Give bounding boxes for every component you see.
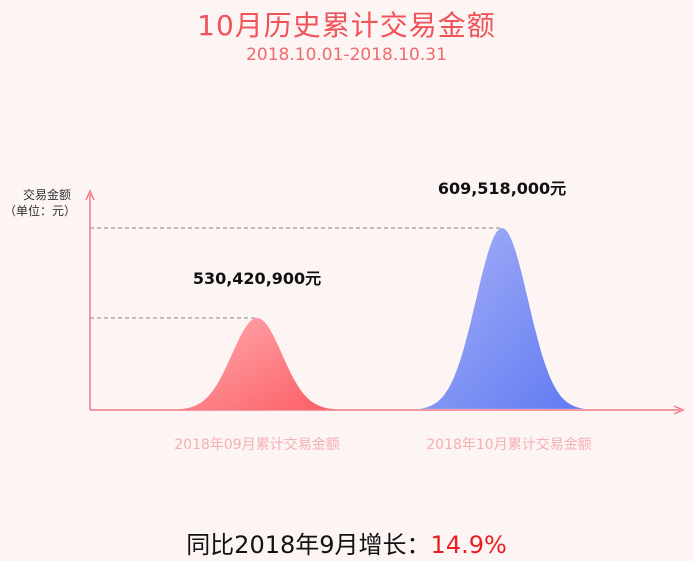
growth-rate: 14.9% (430, 531, 507, 559)
chart-subtitle: 2018.10.01-2018.10.31 (246, 45, 447, 65)
x-axis-arrow (673, 405, 685, 415)
growth-summary: 同比2018年9月增长：14.9% (0, 525, 693, 560)
category-label-sep: 2018年09月累计交易金额 (174, 436, 339, 453)
y-axis-unit: （单位：元） (4, 203, 76, 218)
growth-label: 同比2018年9月增长： (186, 531, 431, 559)
area-peak-oct (419, 228, 585, 409)
area-peak-sep (177, 318, 337, 410)
data-label-oct: 609,518,000元 (438, 179, 566, 198)
y-axis-label: 交易金额 (23, 187, 71, 202)
y-axis-arrow (85, 189, 95, 201)
chart-canvas: 交易金额 （单位：元） 530,420,900元 609,518,000元 20… (4, 179, 685, 453)
chart-title: 10月历史累计交易金额 (197, 9, 496, 42)
data-label-sep: 530,420,900元 (193, 269, 321, 288)
category-label-oct: 2018年10月累计交易金额 (426, 436, 591, 453)
